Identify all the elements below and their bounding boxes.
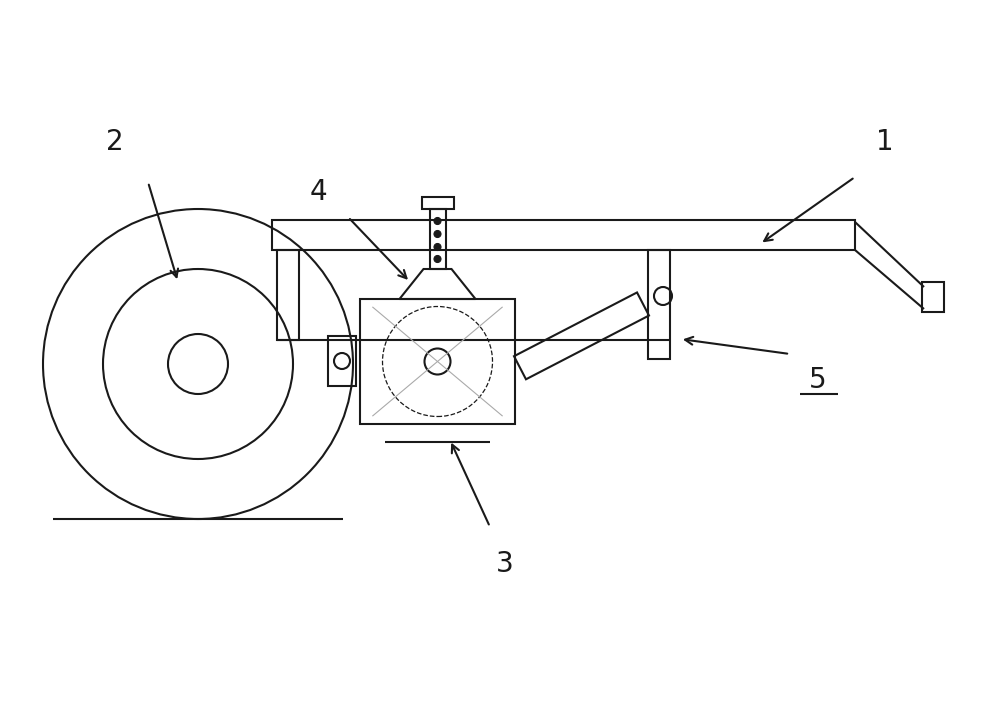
Bar	[422, 197, 454, 209]
Bar	[360, 299, 515, 424]
Bar	[328, 336, 356, 386]
Text: 1: 1	[876, 128, 894, 156]
Bar	[430, 209, 446, 269]
Circle shape	[434, 217, 441, 224]
Circle shape	[434, 244, 441, 251]
Circle shape	[434, 231, 441, 238]
Circle shape	[434, 256, 441, 263]
Text: 4: 4	[309, 178, 327, 206]
Text: 2: 2	[106, 128, 124, 156]
Bar	[648, 250, 670, 359]
Bar	[272, 220, 855, 250]
Text: 3: 3	[496, 550, 514, 578]
Bar	[922, 282, 944, 312]
Bar	[277, 250, 299, 340]
Text: 5: 5	[809, 366, 827, 394]
